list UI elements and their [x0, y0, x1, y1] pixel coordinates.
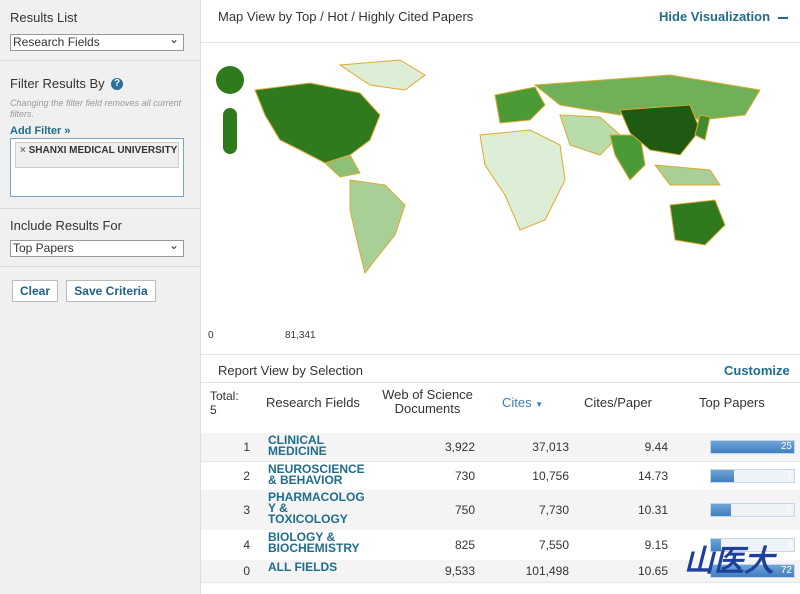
results-list-select[interactable]: Research Fields [10, 32, 184, 51]
europe [494, 86, 546, 124]
legend-max: 81,341 [285, 330, 316, 341]
documents: 3,922 [444, 440, 475, 454]
australia [669, 199, 726, 246]
row-bg [201, 560, 800, 583]
divider [0, 208, 200, 209]
cites-per-paper: 9.44 [644, 440, 668, 454]
bar [711, 504, 731, 516]
total-value: 5 [210, 403, 217, 417]
divider [201, 42, 800, 43]
col-header-sorted[interactable]: Cites ▼ [502, 395, 544, 410]
rank: 3 [243, 503, 250, 517]
cites-per-paper: 10.31 [637, 503, 668, 517]
include-label: Include Results For [10, 218, 122, 233]
filter-box: × SHANXI MEDICAL UNIVERSITY [10, 138, 184, 197]
middle-east [559, 114, 621, 156]
filter-chip[interactable]: × SHANXI MEDICAL UNIVERSITY [15, 142, 179, 168]
help-icon[interactable]: ? [111, 78, 123, 90]
bar [711, 470, 735, 482]
bar [711, 441, 794, 453]
world-map [216, 59, 761, 275]
bar-track: 25 [710, 440, 795, 454]
documents: 750 [454, 503, 475, 517]
cites-per-paper: 14.73 [637, 469, 668, 483]
field-link[interactable]: NEUROSCIENCE & BEHAVIOR [268, 462, 365, 487]
greenland [338, 59, 426, 91]
total: Total: 5 [210, 389, 239, 417]
col-header: Cites/Paper [584, 395, 652, 410]
documents: 825 [454, 538, 475, 552]
zoom-control[interactable] [223, 108, 237, 154]
col-header: Research Fields [266, 395, 360, 410]
bar-label: 3 [786, 539, 792, 550]
report-title: Report View by Selection [218, 363, 364, 378]
bar-track: 72 [710, 564, 795, 578]
southeast-asia [653, 164, 721, 186]
rank: 0 [243, 564, 250, 578]
divider [0, 266, 200, 267]
map-controls [216, 66, 244, 154]
field-link[interactable]: ALL FIELDS [268, 560, 338, 574]
row-bg [201, 433, 800, 462]
hide-visualization-link[interactable]: Hide Visualization [659, 9, 788, 24]
documents: 730 [454, 469, 475, 483]
cites: 101,498 [525, 564, 569, 578]
clear-button[interactable]: Clear [12, 280, 58, 302]
field-link[interactable]: PHARMACOLOGY & TOXICOLOGY [268, 490, 365, 526]
row-bg [201, 530, 800, 561]
cites: 7,550 [538, 538, 569, 552]
field-link[interactable]: BIOLOGY & BIOCHEMISTRY [268, 530, 360, 555]
south-america [349, 179, 406, 275]
divider [201, 382, 800, 383]
cites: 10,756 [532, 469, 569, 483]
documents: 9,533 [444, 564, 475, 578]
col-header-text: Cites [502, 395, 532, 410]
bar-track: 6 [710, 503, 795, 517]
legend-min: 0 [208, 330, 214, 341]
add-filter-link[interactable]: Add Filter » [10, 125, 71, 137]
japan [694, 114, 711, 141]
africa [479, 129, 566, 231]
bar-label: 7 [786, 470, 792, 481]
rank: 2 [243, 469, 250, 483]
bar-track: 7 [710, 469, 795, 483]
results-list-label: Results List [10, 10, 78, 25]
north-america [254, 82, 381, 164]
cites: 37,013 [532, 440, 569, 454]
divider [201, 354, 800, 355]
bar [711, 539, 721, 551]
bar-track: 3 [710, 538, 795, 552]
bar-label: 72 [780, 565, 792, 576]
bar-label: 25 [780, 441, 792, 452]
china [619, 104, 701, 156]
col-header: Top Papers [699, 395, 765, 410]
bar [711, 565, 794, 577]
save-criteria-button[interactable]: Save Criteria [66, 280, 156, 302]
hide-text: Hide Visualization [659, 9, 771, 24]
map-title: Map View by Top / Hot / Highly Cited Pap… [218, 9, 474, 24]
chip-text: SHANXI MEDICAL UNIVERSITY [28, 145, 178, 156]
cites: 7,730 [538, 503, 569, 517]
include-select[interactable]: Top Papers [10, 238, 184, 257]
filter-label: Filter Results By [10, 76, 105, 91]
field-link[interactable]: CLINICAL MEDICINE [268, 433, 327, 458]
filter-note: Changing the filter field removes all cu… [10, 98, 182, 119]
col-header: Web of Science Documents [382, 387, 473, 416]
bar-label: 6 [786, 504, 792, 515]
rank: 1 [243, 440, 250, 454]
central-america [324, 154, 361, 178]
cites-per-paper: 10.65 [637, 564, 668, 578]
divider [0, 60, 200, 61]
rank: 4 [243, 538, 250, 552]
sidebar: Results List Research Fields Filter Resu… [0, 0, 201, 594]
pan-control[interactable] [216, 66, 244, 94]
customize-link[interactable]: Customize [724, 363, 790, 378]
watermark: 山医大 [684, 544, 774, 579]
total-label: Total: [210, 389, 239, 403]
cites-per-paper: 9.15 [644, 538, 668, 552]
